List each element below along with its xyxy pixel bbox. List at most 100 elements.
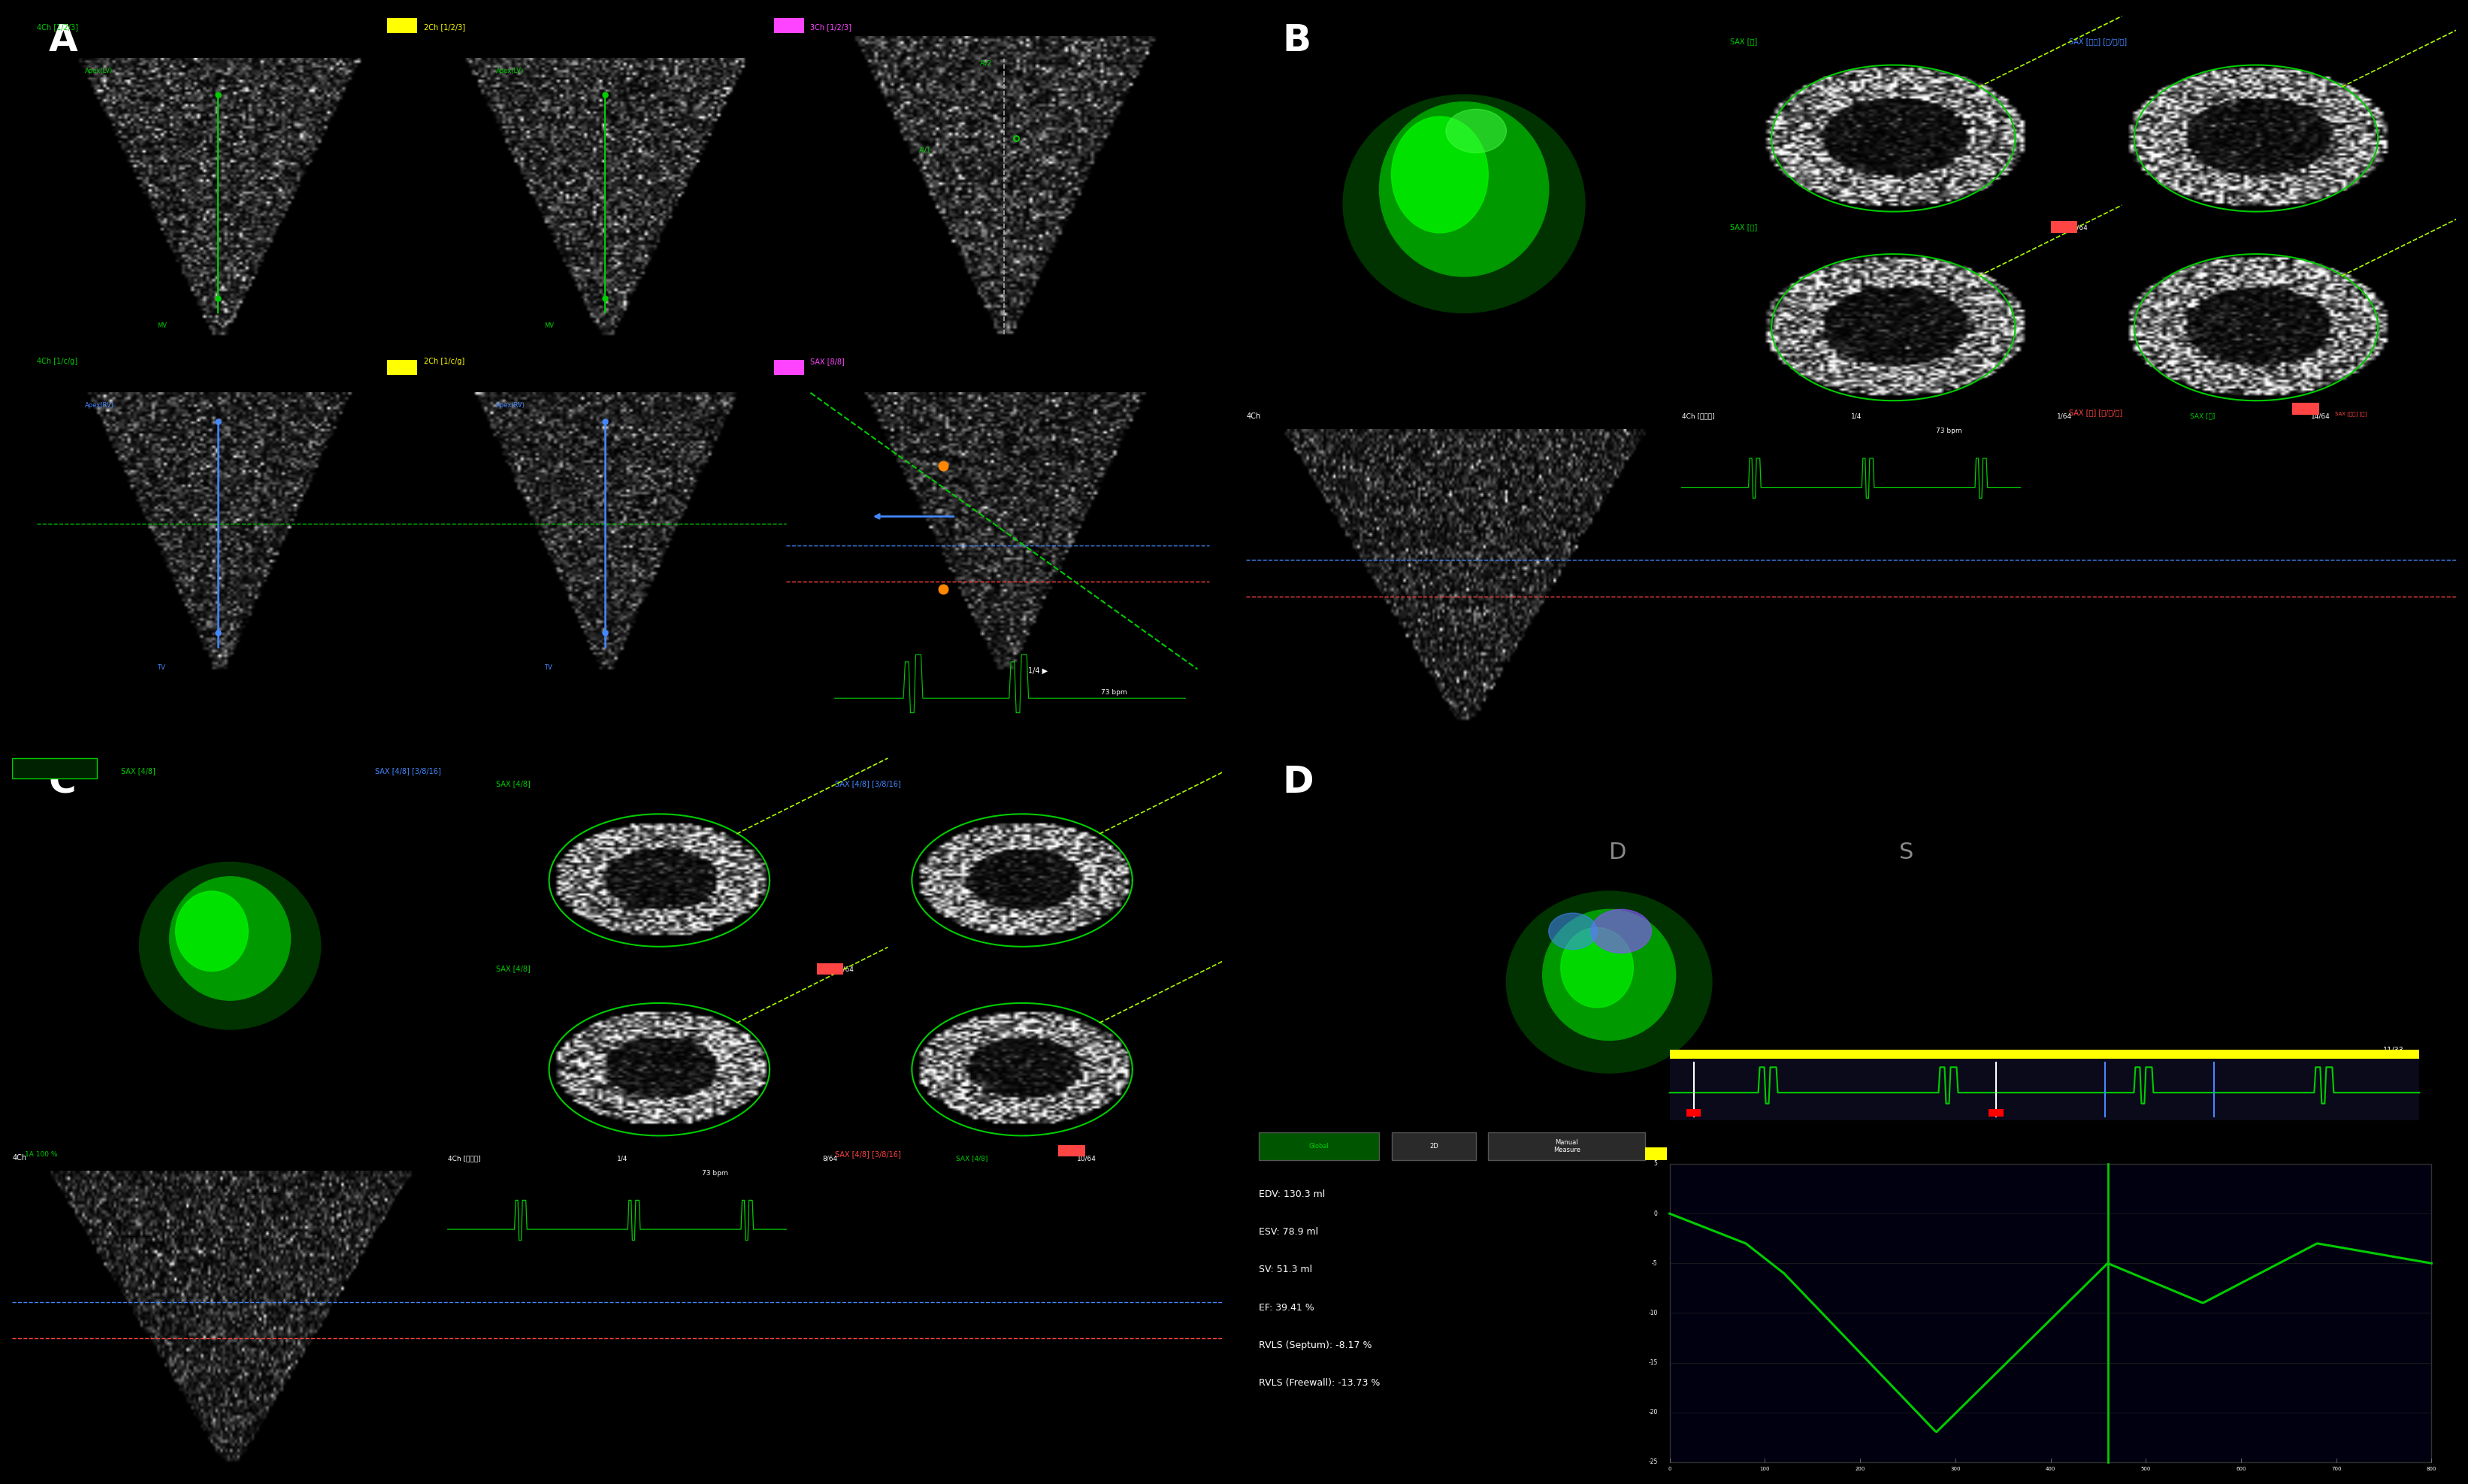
Text: -5: -5 <box>1651 1260 1658 1267</box>
Bar <box>387 361 417 374</box>
Text: 4Ch [1/2/3]: 4Ch [1/2/3] <box>37 24 79 31</box>
Text: 4Ch: 4Ch <box>12 1155 27 1162</box>
Text: 2Ch [1/c/g]: 2Ch [1/c/g] <box>424 358 464 365</box>
Bar <box>1686 1110 1700 1116</box>
Text: 1/4 ▶: 1/4 ▶ <box>1029 666 1049 674</box>
Bar <box>1989 1110 2004 1116</box>
Text: 73 bpm: 73 bpm <box>1935 427 1962 435</box>
Text: 4Ch [天天天]: 4Ch [天天天] <box>447 1155 481 1162</box>
Text: 700: 700 <box>2332 1468 2342 1472</box>
Ellipse shape <box>138 862 321 1030</box>
Ellipse shape <box>170 877 291 1000</box>
Text: B: B <box>1283 22 1311 58</box>
Text: 0: 0 <box>1668 1468 1671 1472</box>
Text: SAX [天]: SAX [天] <box>1730 37 1757 46</box>
Text: 14/64: 14/64 <box>2068 224 2088 230</box>
Text: A: A <box>49 22 77 58</box>
Text: 2Ch [1/2/3]: 2Ch [1/2/3] <box>424 24 464 31</box>
Text: 300: 300 <box>1950 1468 1960 1472</box>
Text: 73 bpm: 73 bpm <box>1101 690 1128 696</box>
Text: -10: -10 <box>1649 1309 1658 1316</box>
Text: 11/33: 11/33 <box>2384 1046 2404 1054</box>
Text: 0: 0 <box>1654 1211 1658 1217</box>
Text: SAX [8/8]: SAX [8/8] <box>810 358 844 365</box>
Ellipse shape <box>1392 116 1488 233</box>
Bar <box>387 18 417 33</box>
Bar <box>12 758 96 779</box>
Ellipse shape <box>1550 913 1597 950</box>
Text: SAX [4/8] [3/8/16]: SAX [4/8] [3/8/16] <box>834 779 901 788</box>
Text: 1/4: 1/4 <box>617 1155 627 1162</box>
Text: EF: 39.41 %: EF: 39.41 % <box>1259 1303 1313 1312</box>
Text: SAX [天天] [天/天/天]: SAX [天天] [天/天/天] <box>2068 37 2127 46</box>
Text: SAX [4/8]: SAX [4/8] <box>496 965 531 972</box>
Ellipse shape <box>175 892 249 971</box>
Text: SAX [天]: SAX [天] <box>2189 413 2214 420</box>
Text: D: D <box>1609 841 1626 864</box>
Bar <box>1392 1132 1476 1160</box>
Text: SAX [4/8] [3/8/16]: SAX [4/8] [3/8/16] <box>375 767 442 775</box>
Text: Apex(RV): Apex(RV) <box>84 402 114 410</box>
Bar <box>1668 1163 2431 1462</box>
Text: 10/64: 10/64 <box>834 966 854 972</box>
Text: Apex(LV): Apex(LV) <box>84 68 114 74</box>
Ellipse shape <box>1542 910 1676 1040</box>
Text: Apex(LV): Apex(LV) <box>496 68 523 74</box>
Text: EDV: 130.3 ml: EDV: 130.3 ml <box>1259 1189 1325 1199</box>
Text: SAX [4/8]: SAX [4/8] <box>121 767 155 775</box>
Bar <box>1488 1132 1646 1160</box>
Bar <box>2293 404 2320 414</box>
Text: D: D <box>1283 764 1313 800</box>
Text: C: C <box>49 764 77 800</box>
Ellipse shape <box>1505 892 1713 1073</box>
Text: SAX [4/8]: SAX [4/8] <box>496 779 531 788</box>
Bar <box>1059 1146 1086 1156</box>
Bar <box>2051 221 2078 233</box>
Text: ESV: 78.9 ml: ESV: 78.9 ml <box>1259 1227 1318 1236</box>
Text: -25: -25 <box>1649 1459 1658 1465</box>
Bar <box>1668 1049 2419 1058</box>
Bar <box>775 361 805 374</box>
Text: Global: Global <box>1308 1143 1328 1150</box>
Text: 4Ch [天天天]: 4Ch [天天天] <box>1681 413 1715 420</box>
Text: SAX [4/8]: SAX [4/8] <box>955 1155 987 1162</box>
Text: SAX [4/8] [3/8/16]: SAX [4/8] [3/8/16] <box>834 1150 901 1158</box>
Ellipse shape <box>1380 102 1550 276</box>
Text: 4Ch: 4Ch <box>1246 413 1261 420</box>
Text: 1/64: 1/64 <box>2056 413 2071 420</box>
Text: 73 bpm: 73 bpm <box>701 1169 728 1177</box>
Ellipse shape <box>1446 110 1505 153</box>
Text: Manual
Measure: Manual Measure <box>1552 1140 1580 1153</box>
Text: -20: -20 <box>1649 1408 1658 1416</box>
Text: SAX [天]: SAX [天] <box>1730 223 1757 230</box>
Text: RVLS (Septum): -8.17 %: RVLS (Septum): -8.17 % <box>1259 1340 1372 1350</box>
Ellipse shape <box>1592 910 1651 953</box>
Text: 200: 200 <box>1856 1468 1866 1472</box>
Text: RVLS (Freewall): -13.73 %: RVLS (Freewall): -13.73 % <box>1259 1379 1380 1388</box>
Text: 4Ch [1/c/g]: 4Ch [1/c/g] <box>37 358 77 365</box>
Ellipse shape <box>1560 928 1634 1008</box>
Bar <box>775 18 805 33</box>
Text: 100: 100 <box>1760 1468 1770 1472</box>
Ellipse shape <box>1343 95 1584 313</box>
Text: AV1: AV1 <box>921 147 930 154</box>
Text: RV: RV <box>25 767 35 775</box>
Text: Apex(RV): Apex(RV) <box>496 402 526 410</box>
Text: 8/64: 8/64 <box>822 1155 837 1162</box>
Text: SAX [天] [天/天/天]: SAX [天] [天/天/天] <box>2068 408 2122 416</box>
Text: TV: TV <box>545 663 553 671</box>
Text: 600: 600 <box>2236 1468 2246 1472</box>
Text: 1A 100 %: 1A 100 % <box>25 1152 57 1158</box>
Text: 500: 500 <box>2140 1468 2150 1472</box>
Bar <box>1668 1058 2419 1120</box>
Text: 14/64: 14/64 <box>2310 413 2330 420</box>
Text: 10/64: 10/64 <box>1076 1155 1096 1162</box>
Text: MV: MV <box>545 322 555 329</box>
Text: S: S <box>1900 841 1913 864</box>
Text: TV: TV <box>158 663 165 671</box>
Bar <box>1259 1132 1380 1160</box>
Text: 400: 400 <box>2046 1468 2056 1472</box>
Bar <box>1646 1147 1668 1160</box>
Text: SAX [天天] [天]: SAX [天天] [天] <box>2335 411 2367 416</box>
Text: 5: 5 <box>1654 1160 1658 1168</box>
